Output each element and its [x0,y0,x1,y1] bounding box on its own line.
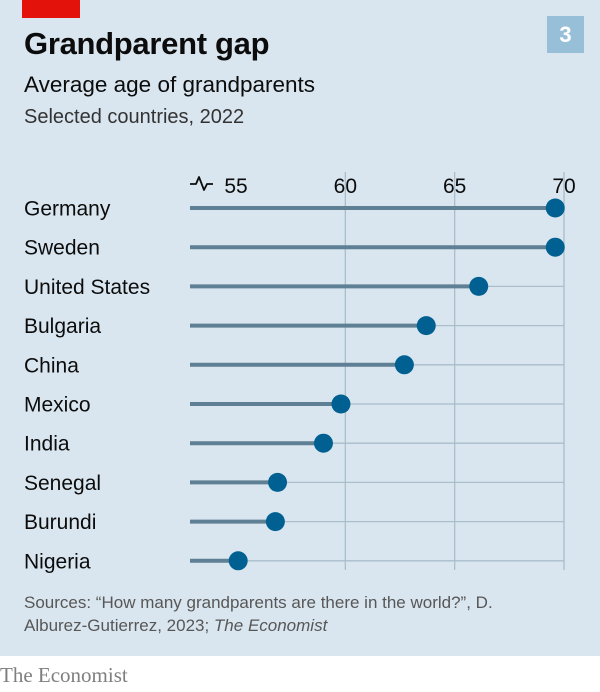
chart-number-badge: 3 [547,16,584,53]
tick-label-layer: 55 60 65 70 [224,175,575,198]
x-tick-label: 65 [443,175,466,198]
source-italic: The Economist [213,616,328,635]
category-label: Burundi [24,511,96,534]
category-label: Senegal [24,472,101,495]
dot-china [394,355,414,375]
chart-subtitle: Average age of grandparents [24,72,316,97]
category-label-layer: Germany Sweden United States Bulgaria China M… [24,198,150,574]
x-tick-label: 55 [224,175,247,198]
footer-brand: The Economist [0,663,128,687]
dot-united-states [469,276,489,296]
category-label: United States [24,276,150,299]
dot-india [313,433,333,453]
axis-break-icon [190,176,213,191]
source-note: Sources: “How many grandparents are ther… [24,591,494,637]
x-tick-label: 60 [334,175,357,198]
category-label: Nigeria [24,550,91,573]
dot-burundi [265,512,285,532]
category-label: Bulgaria [24,315,101,338]
brand-red-tag [22,0,80,18]
grid-layer [190,172,565,570]
dot-senegal [268,472,288,492]
chart-title: Grandparent gap [24,26,270,61]
category-label: Sweden [24,237,100,260]
dot-plot: 55 60 65 70 Germany Sweden United States Bulga… [24,172,576,574]
dot-bulgaria [416,316,436,336]
dot-germany [545,198,565,218]
source-text: Sources: “How many grandparents are ther… [24,593,493,635]
dot-mexico [331,394,351,414]
chart-panel [0,0,600,656]
category-label: Mexico [24,394,91,417]
category-label: Germany [24,198,111,221]
x-tick-label: 70 [552,175,575,198]
chart-subsubtitle: Selected countries, 2022 [24,106,245,128]
category-label: China [24,354,79,377]
dot-sweden [545,237,565,257]
dot-nigeria [228,551,248,571]
dot-layer [228,198,565,571]
category-label: India [24,433,70,456]
stem-layer [190,206,556,563]
